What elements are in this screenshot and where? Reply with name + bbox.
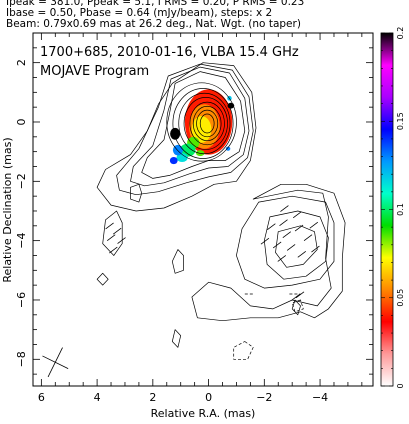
x-tick-label: −4: [312, 391, 328, 404]
colorbar-tick-label: 0.05: [396, 289, 405, 307]
evpa-vector: [294, 224, 304, 232]
jet-contour: [96, 62, 257, 212]
evpa-vector: [309, 221, 319, 229]
y-tick-label: −4: [15, 233, 28, 249]
core-contour: [178, 92, 231, 155]
jet-contour: [102, 210, 123, 256]
core-contour: [166, 82, 237, 162]
core-contour: [172, 88, 234, 159]
colorbar-tick-label: 0.2: [396, 27, 405, 40]
jet-contour: [236, 195, 335, 289]
jet-contour: [263, 210, 329, 280]
y-tick-label: 0: [15, 118, 28, 125]
polarization-patch: [176, 153, 188, 163]
polarization-patch: [169, 156, 178, 165]
chart-subtitle: MOJAVE Program: [40, 64, 149, 79]
jet-contour: [96, 272, 109, 286]
evpa-vector: [280, 205, 289, 212]
evpa-vector: [303, 234, 313, 242]
colorbar-tick-label: 0.15: [396, 112, 405, 130]
header-base-line: Ibase = 0.50, Pbase = 0.64 (mJy/beam), s…: [6, 7, 273, 20]
plot-frame: [32, 32, 374, 387]
evpa-vector: [260, 237, 270, 245]
evpa-vectors: [105, 205, 320, 301]
y-axis-label: Relative Declination (mas): [1, 137, 14, 282]
evpa-vector: [272, 241, 282, 249]
negative-contour: [233, 341, 254, 360]
jet-contour: [130, 183, 143, 203]
x-tick-label: 2: [149, 391, 156, 404]
core-contour: [192, 105, 222, 142]
axis-ticks: 6 4 2 0 −2 −4 2 0 −2 −4 −6 −8: [15, 32, 373, 404]
core-contour: [196, 109, 219, 138]
evpa-vector: [117, 237, 126, 244]
y-tick-label: −6: [15, 292, 28, 308]
core-contour: [199, 113, 215, 134]
evpa-vector: [297, 251, 307, 258]
x-tick-label: 4: [94, 391, 101, 404]
chart-title: 1700+685, 2010-01-16, VLBA 15.4 GHz: [40, 45, 299, 60]
evpa-vector: [282, 231, 292, 239]
evpa-vector: [311, 245, 320, 253]
evpa-vector: [295, 291, 305, 299]
x-tick-label: −2: [256, 391, 272, 404]
x-tick-label: 0: [205, 391, 212, 404]
jet-contour: [191, 183, 346, 322]
polarization-patch: [170, 127, 181, 140]
evpa-vector: [112, 227, 122, 235]
jet-contour: [275, 225, 318, 268]
x-tick-label: 6: [38, 391, 45, 404]
evpa-vector: [286, 244, 296, 251]
x-axis-label: Relative R.A. (mas): [151, 407, 256, 420]
core-contour: [183, 97, 228, 150]
core-contour: [189, 101, 225, 146]
header-stats-line: Ipeak = 381.0, Ppeak = 5.1, I RMS = 0.20…: [6, 0, 305, 8]
colorbar-ticks: 0 0.05 0.1 0.15 0.2: [381, 27, 405, 389]
beam-marker: [42, 347, 69, 378]
jet-contour: [171, 249, 184, 274]
y-tick-label: 2: [15, 59, 28, 66]
y-tick-label: −2: [15, 173, 28, 189]
colorbar-tick-label: 0: [396, 383, 405, 388]
total-intensity-contours: [96, 62, 346, 360]
evpa-vector: [105, 222, 114, 230]
evpa-vector: [291, 293, 301, 301]
header-beam-line: Beam: 0.79x0.69 mas at 26.2 deg., Nat. W…: [6, 18, 301, 31]
negative-contour: [291, 299, 304, 313]
y-tick-label: −8: [15, 351, 28, 367]
colorbar-tick-label: 0.1: [396, 203, 405, 216]
jet-contour: [116, 63, 254, 196]
evpa-vector: [267, 223, 276, 230]
evpa-vector: [292, 211, 302, 219]
jet-contour: [141, 71, 246, 179]
jet-contour: [130, 66, 250, 187]
plot-header: Ipeak = 381.0, Ppeak = 5.1, I RMS = 0.20…: [6, 0, 406, 31]
evpa-vector: [109, 246, 118, 254]
evpa-vector: [279, 219, 288, 227]
jet-contour: [171, 329, 182, 348]
evpa-vector: [106, 234, 116, 242]
evpa-vector: [277, 255, 287, 262]
polarization-patch: [225, 146, 231, 151]
beam-minor-axis: [42, 355, 69, 369]
